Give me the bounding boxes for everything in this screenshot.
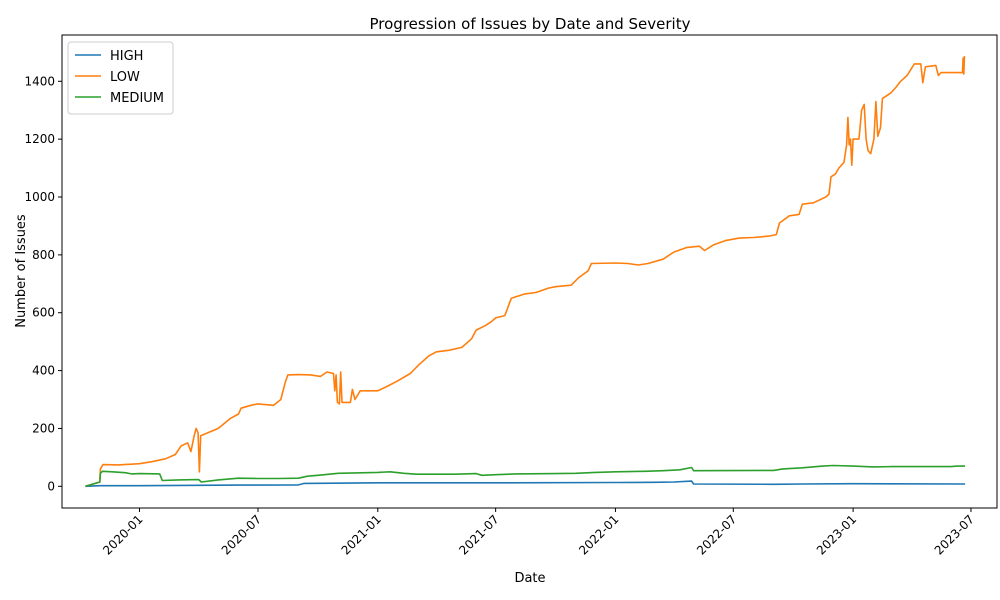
y-tick-label: 400 bbox=[32, 364, 55, 378]
y-tick-label: 200 bbox=[32, 421, 55, 435]
x-axis-label: Date bbox=[514, 571, 545, 586]
y-tick-label: 800 bbox=[32, 248, 55, 262]
y-tick-label: 1000 bbox=[24, 190, 55, 204]
y-tick-label: 600 bbox=[32, 306, 55, 320]
y-axis-label: Number of Issues bbox=[14, 214, 29, 328]
series-line-medium bbox=[85, 464, 966, 488]
legend-label-high: HIGH bbox=[110, 49, 143, 64]
series-line-high bbox=[85, 480, 966, 488]
y-tick-label: 1400 bbox=[24, 74, 55, 88]
y-axis: 0 200 400 600 800 1000 1200 1400 bbox=[24, 74, 62, 493]
legend-box bbox=[67, 41, 174, 115]
legend: HIGH LOW MEDIUM bbox=[67, 41, 174, 115]
plot-area bbox=[85, 55, 966, 488]
y-tick-label: 1200 bbox=[24, 132, 55, 146]
legend-label-low: LOW bbox=[110, 70, 140, 85]
series-line-low bbox=[85, 55, 966, 488]
y-tick-label: 0 bbox=[47, 479, 55, 493]
plot-frame bbox=[61, 34, 998, 509]
chart-title: Progression of Issues by Date and Severi… bbox=[370, 15, 691, 33]
legend-label-medium: MEDIUM bbox=[110, 91, 164, 106]
